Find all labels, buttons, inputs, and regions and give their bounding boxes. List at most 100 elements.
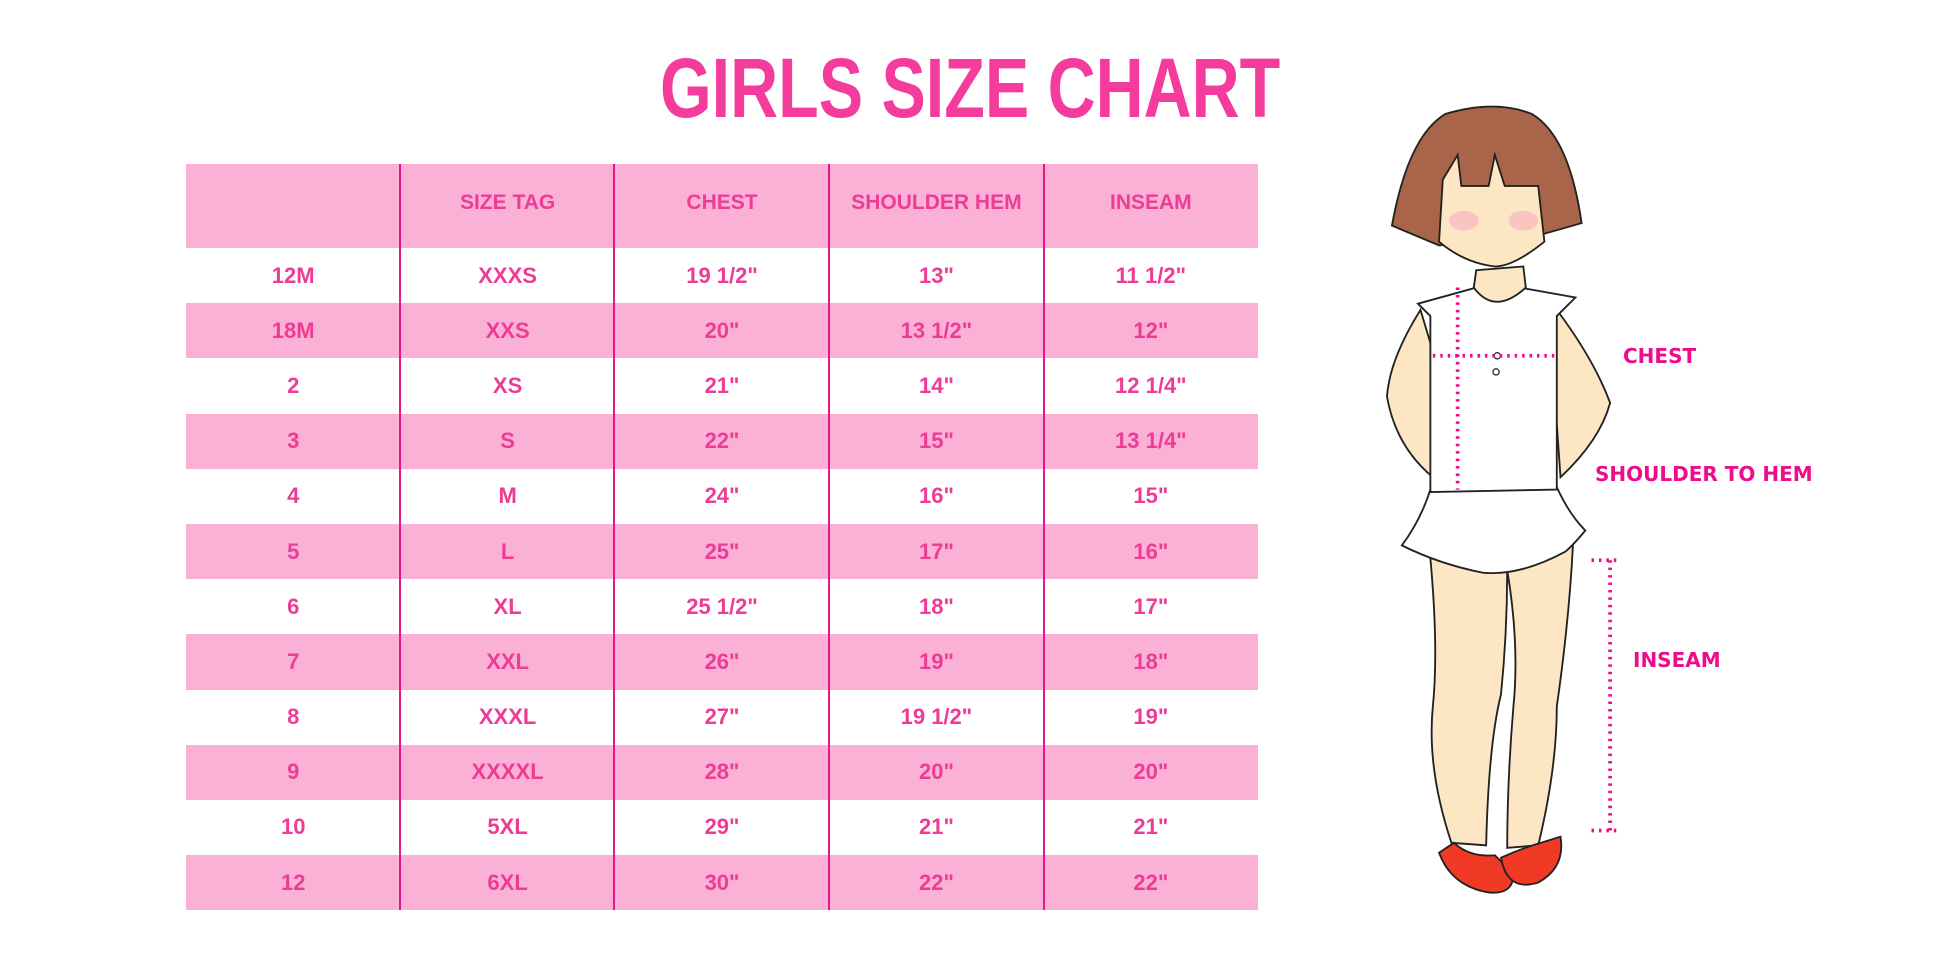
left-leg [1428, 544, 1509, 847]
table-cell: 3 [287, 428, 300, 454]
table-cell: 15" [918, 428, 954, 454]
button [1492, 368, 1500, 376]
table-cell: 25 1/2" [686, 593, 758, 619]
table-cell: 6XL [487, 869, 528, 895]
table-cell: S [500, 428, 515, 454]
table-cell: 12" [1133, 317, 1169, 343]
table-row: 6 XL 25 1/2" 18" 17" [186, 579, 1258, 634]
size-table: SIZE TAG CHEST SHOULDER HEM INSEAM 12M XXXS 19… [186, 164, 1258, 911]
table-cell: 22" [704, 428, 740, 454]
column-divider [613, 164, 615, 910]
table-cell: XXS [485, 317, 530, 343]
table-cell: 16" [918, 483, 954, 509]
table-cell: 9 [287, 759, 300, 785]
table-cell: 17" [1133, 593, 1169, 619]
table-row: 7 XXL 26" 19" 18" [186, 634, 1258, 690]
table-cell: 20" [704, 317, 740, 343]
table-cell: 8 [287, 704, 300, 730]
inseam-label: INSEAM [1633, 648, 1721, 672]
header-cell: CHEST [686, 191, 758, 214]
table-row: 5 L 25" 17" 16" [186, 523, 1258, 580]
table-cell: 19" [1133, 704, 1169, 730]
table-cell: 2 [287, 372, 300, 398]
skirt [1400, 486, 1587, 575]
table-cell: 5XL [487, 814, 528, 840]
table-header: SIZE TAG CHEST SHOULDER HEM INSEAM [186, 164, 1258, 248]
table-cell: XL [493, 593, 522, 619]
left-shoe [1437, 841, 1515, 894]
table-cell: 16" [1133, 538, 1169, 564]
table-cell: XXXS [478, 262, 537, 288]
table-cell: 20" [918, 759, 954, 785]
table-row: 18M XXS 20" 13 1/2" 12" [186, 303, 1258, 359]
table-cell: 28" [704, 759, 740, 785]
page-title-box: GIRLS SIZE CHART [660, 40, 1280, 136]
table-cell: 4 [287, 483, 300, 509]
table-cell: 20" [1133, 759, 1169, 785]
left-arm [1386, 307, 1440, 480]
face [1438, 151, 1546, 268]
table-cell: 6 [287, 593, 300, 619]
table-cell: 18" [918, 593, 954, 619]
table-cell: 13 1/2" [900, 317, 973, 343]
table-row: 4 M 24" 16" 15" [186, 469, 1258, 524]
table-cell: 15" [1133, 483, 1169, 509]
table-cell: 19 1/2" [686, 262, 758, 288]
table-cell: XXXL [478, 704, 537, 730]
table-row: 12 6XL 30" 22" 22" [186, 855, 1258, 911]
table-cell: 22" [1133, 869, 1169, 895]
table-cell: XS [492, 372, 523, 398]
table-cell: 18M [271, 317, 315, 343]
table-cell: 7 [287, 648, 300, 674]
column-divider [1043, 164, 1045, 910]
table-row: 9 XXXXL 28" 20" 20" [186, 744, 1258, 800]
header-cell: SHOULDER HEM [851, 191, 1022, 214]
table-cell: 25" [704, 538, 740, 564]
table-cell: 13" [918, 262, 954, 288]
table-cell: 11 1/2" [1115, 262, 1187, 288]
right-leg [1506, 544, 1574, 849]
table-cell: 19 1/2" [900, 704, 973, 730]
header-cell [186, 164, 400, 190]
cheek [1448, 210, 1479, 231]
table-cell: L [500, 538, 515, 564]
table-cell: 26" [704, 648, 740, 674]
table-cell: 17" [918, 538, 954, 564]
column-divider [828, 164, 830, 910]
table-cell: 21" [1133, 814, 1169, 840]
column-divider [399, 164, 401, 910]
right-arm [1552, 307, 1612, 480]
table-cell: 12 [280, 869, 306, 895]
table-cell: M [498, 483, 517, 509]
table-cell: 30" [704, 869, 740, 895]
table-cell: 13 1/4" [1115, 428, 1187, 454]
table-row: 12M XXXS 19 1/2" 13" 11 1/2" [186, 248, 1258, 303]
table-cell: 27" [704, 704, 740, 730]
table-cell: 18" [1133, 648, 1169, 674]
shirt [1416, 286, 1578, 494]
table-cell: XXXXL [471, 759, 544, 785]
table-cell: 21" [918, 814, 954, 840]
header-cell: SIZE TAG [459, 191, 556, 214]
cheek [1508, 210, 1539, 231]
table-row: 8 XXXL 27" 19 1/2" 19" [186, 690, 1258, 745]
table-cell: 5 [287, 538, 300, 564]
table-row: 10 5XL 29" 21" 21" [186, 800, 1258, 855]
table-cell: 12 1/4" [1115, 372, 1187, 398]
button [1493, 352, 1502, 360]
table-cell: 29" [704, 814, 740, 840]
shoulder-to-hem-label: SHOULDER TO HEM [1595, 462, 1813, 486]
table-cell: 10 [280, 814, 306, 840]
table-cell: 24" [704, 483, 740, 509]
table-cell: 21" [704, 372, 740, 398]
table-row: 3 S 22" 15" 13 1/4" [186, 413, 1258, 469]
chest-label: CHEST [1623, 344, 1697, 368]
header-cell: INSEAM [1109, 191, 1192, 214]
table-cell: XXL [486, 648, 529, 674]
table-row: 2 XS 21" 14" 12 1/4" [186, 358, 1258, 413]
table-cell: 22" [918, 869, 954, 895]
page-title: GIRLS SIZE CHART [660, 41, 1281, 135]
table-cell: 19" [918, 648, 954, 674]
table-cell: 12M [271, 262, 315, 288]
